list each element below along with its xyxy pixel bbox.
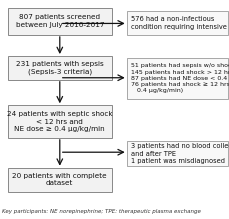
FancyBboxPatch shape (8, 8, 111, 35)
Text: 51 patients had sepsis w/o shock
145 patients had shock > 12 hrs
87 patients had: 51 patients had sepsis w/o shock 145 pat… (131, 63, 229, 93)
FancyBboxPatch shape (126, 141, 227, 166)
Text: 3 patients had no blood collected before
and after TPE
1 patient was misdiagnose: 3 patients had no blood collected before… (131, 143, 229, 164)
Text: Key participants: NE norepinephrine; TPE: therapeutic plasma exchange: Key participants: NE norepinephrine; TPE… (2, 208, 200, 214)
FancyBboxPatch shape (126, 11, 227, 35)
Text: 807 patients screened
between July 2016-2017: 807 patients screened between July 2016-… (16, 14, 104, 28)
FancyBboxPatch shape (8, 168, 111, 192)
FancyBboxPatch shape (8, 56, 111, 80)
Text: 576 had a non-infectious
condition requiring intensive care: 576 had a non-infectious condition requi… (131, 16, 229, 30)
FancyBboxPatch shape (8, 105, 111, 138)
Text: 20 patients with complete
dataset: 20 patients with complete dataset (12, 173, 107, 186)
Text: 231 patients with sepsis
(Sepsis-3 criteria): 231 patients with sepsis (Sepsis-3 crite… (16, 61, 103, 75)
FancyBboxPatch shape (126, 58, 227, 99)
Text: 24 patients with septic shock
< 12 hrs and
NE dose ≥ 0.4 μg/kg/min: 24 patients with septic shock < 12 hrs a… (7, 111, 112, 132)
